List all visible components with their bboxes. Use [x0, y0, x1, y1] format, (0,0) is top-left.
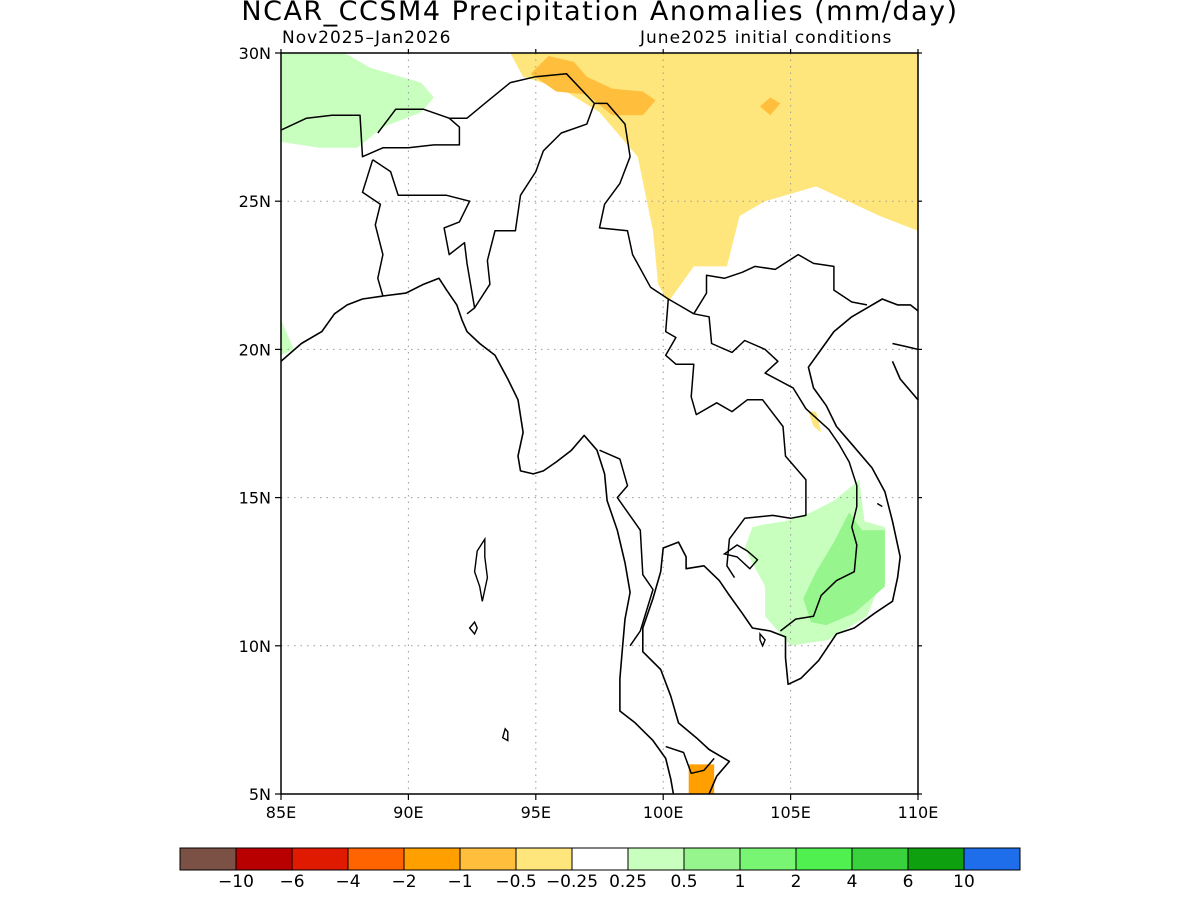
country-border — [665, 745, 715, 775]
colorbar-swatch — [795, 847, 853, 871]
anomaly-fill-layer — [281, 53, 918, 794]
anomaly-region — [803, 512, 885, 626]
country-border — [473, 102, 695, 315]
coastline — [281, 277, 675, 794]
anomaly-region — [510, 53, 918, 302]
country-border — [372, 159, 476, 315]
y-tick-label: 30N — [239, 44, 271, 63]
x-tick-label: 95E — [521, 803, 551, 822]
colorbar-swatch — [739, 847, 797, 871]
coastline — [891, 360, 918, 401]
coastline — [641, 298, 918, 794]
anomaly-region — [760, 97, 781, 116]
subtitle-season: Nov2025–Jan2026 — [282, 28, 452, 48]
x-tick-label: 85E — [266, 803, 296, 822]
island — [473, 536, 489, 602]
colorbar-swatch — [963, 847, 1021, 871]
colorbar-swatch — [515, 847, 573, 871]
anomaly-region — [281, 319, 294, 356]
y-tick-label: 20N — [239, 340, 271, 359]
y-tick-label: 25N — [239, 192, 271, 211]
colorbar-label: 1 — [735, 872, 746, 892]
subtitle-initial-conditions: June2025 initial conditions — [640, 28, 893, 48]
colorbar-label: 2 — [791, 872, 802, 892]
x-tick-label: 100E — [643, 803, 684, 822]
x-tick-label: 105E — [770, 803, 811, 822]
colorbar-label: 0.25 — [609, 872, 647, 892]
colorbar-swatch — [683, 847, 741, 871]
colorbar-label: −10 — [218, 872, 254, 892]
y-tick-label: 15N — [239, 489, 271, 508]
colorbar-label: −0.5 — [495, 872, 536, 892]
country-border — [361, 159, 384, 297]
colorbar-swatch — [403, 847, 461, 871]
colorbar-swatch — [571, 847, 629, 871]
coastline-layer — [281, 277, 918, 794]
island — [876, 502, 883, 508]
colorbar-label: 6 — [903, 872, 914, 892]
colorbar-label: −6 — [279, 872, 304, 892]
country-border-layer — [281, 72, 868, 775]
colorbar-swatch — [459, 847, 517, 871]
coastline — [892, 342, 918, 351]
colorbar-label: −1 — [447, 872, 472, 892]
island — [759, 631, 766, 648]
anomaly-region — [281, 53, 434, 148]
colorbar-label: −0.25 — [546, 872, 598, 892]
anomaly-region — [530, 56, 656, 116]
colorbar-swatch — [907, 847, 965, 871]
colorbar-label: 0.5 — [670, 872, 697, 892]
colorbar: −10 −6 −4 −2 −1 −0.5 −0.25 0.25 0.5 1 2 4 6 10 — [179, 847, 1021, 892]
colorbar-label: 4 — [847, 872, 858, 892]
axis-ticks: 85E 90E 95E 100E 105E 110E 5N 10N 15N 20N 25N 30N — [239, 44, 939, 822]
x-tick-label: 110E — [898, 803, 939, 822]
country-border — [693, 313, 858, 632]
colorbar-swatch — [851, 847, 909, 871]
colorbar-swatch — [179, 847, 237, 871]
colorbar-swatch — [291, 847, 349, 871]
country-border — [599, 449, 654, 647]
gridlines — [281, 53, 918, 794]
country-border — [281, 114, 461, 158]
island — [468, 620, 478, 636]
x-tick-label: 90E — [393, 803, 423, 822]
y-tick-label: 10N — [239, 637, 271, 656]
colorbar-label: −4 — [335, 872, 360, 892]
country-border — [664, 298, 807, 579]
country-border — [693, 253, 868, 315]
anomaly-region — [808, 411, 822, 433]
colorbar-label: −2 — [391, 872, 416, 892]
colorbar-label: 10 — [953, 872, 975, 892]
island — [501, 727, 509, 742]
colorbar-swatch — [235, 847, 293, 871]
island — [722, 544, 759, 570]
map-frame — [280, 52, 919, 795]
country-border — [377, 72, 595, 134]
colorbar-swatch — [627, 847, 685, 871]
colorbar-swatch — [347, 847, 405, 871]
y-tick-label: 5N — [249, 785, 271, 804]
map-title: NCAR_CCSM4 Precipitation Anomalies (mm/d… — [241, 0, 959, 27]
